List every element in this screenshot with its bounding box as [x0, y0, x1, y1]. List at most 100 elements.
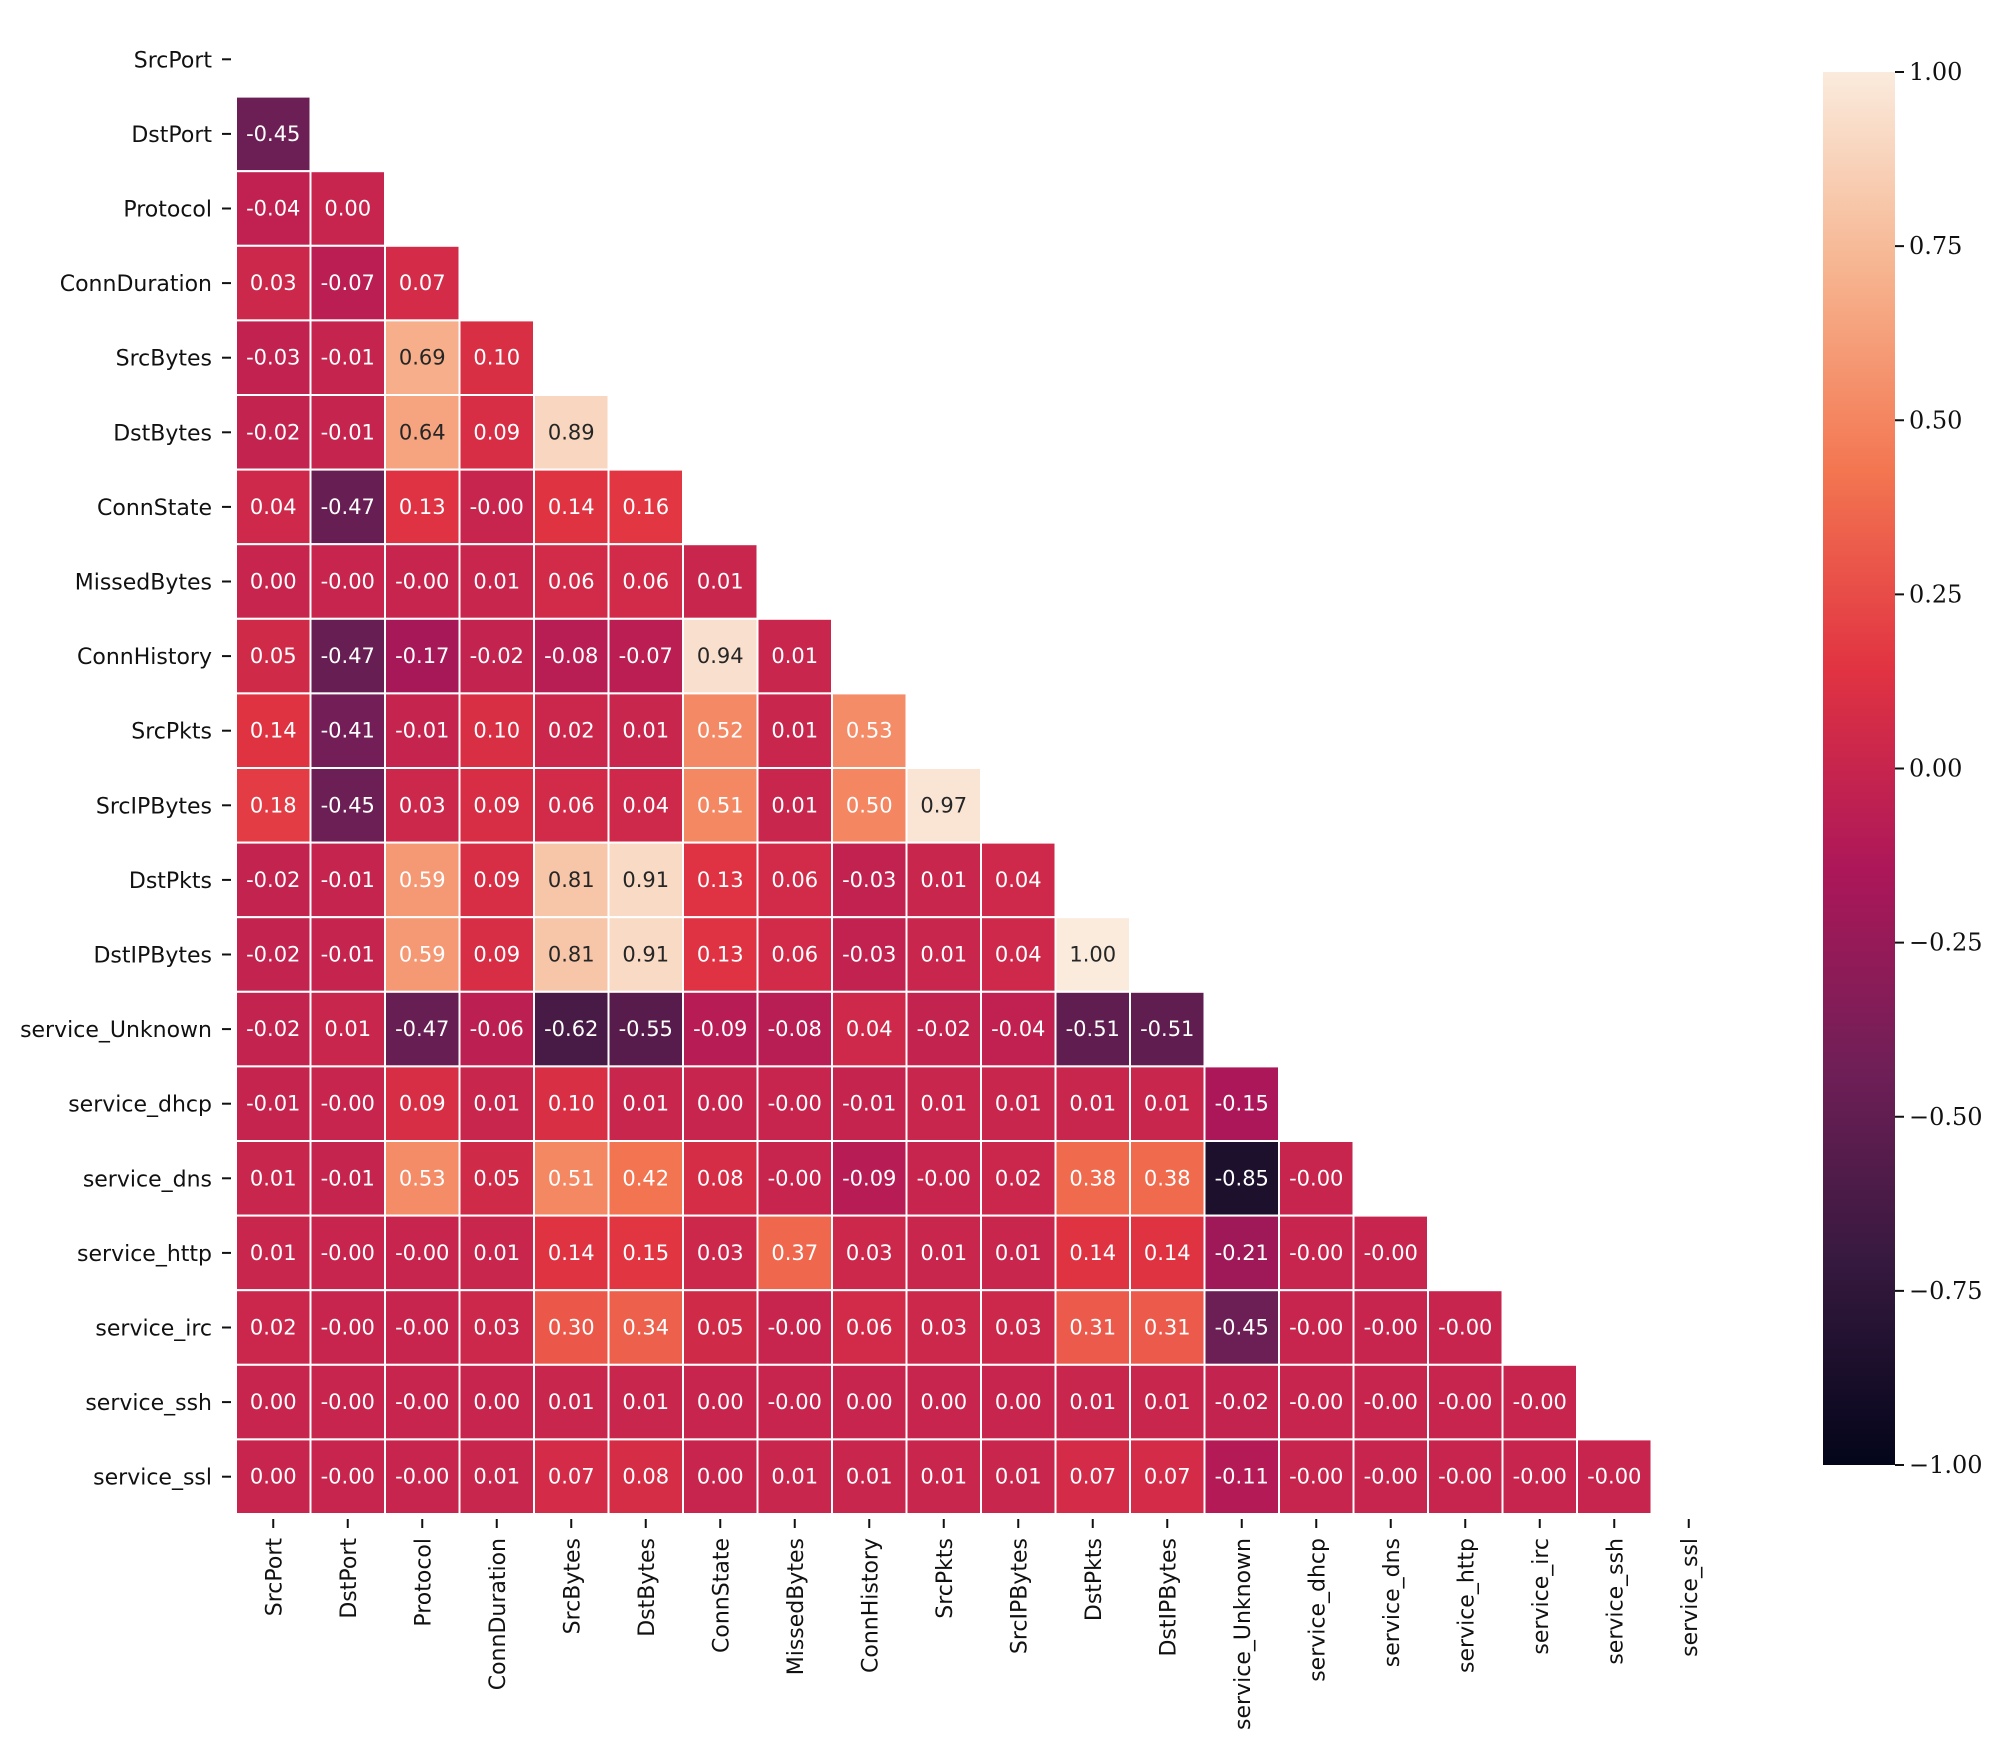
heatmap-cell: [831, 1363, 908, 1441]
cell-value-label: 0.01: [324, 1017, 371, 1041]
heatmap-cell: [235, 692, 312, 770]
heatmap-cell: [309, 394, 386, 471]
cell-value-label: 0.01: [995, 1092, 1042, 1116]
cell-value-label: -0.00: [1289, 1390, 1343, 1414]
heatmap-cell: [1352, 1214, 1429, 1292]
column-tick-label: SrcPkts: [933, 1538, 958, 1619]
heatmap-cell: [682, 1289, 759, 1366]
row-tick-label: SrcPort: [134, 48, 213, 73]
cell-value-label: 0.03: [697, 1241, 744, 1265]
cell-value-label: -0.02: [246, 420, 300, 444]
heatmap-cell: [980, 916, 1057, 993]
row-tick-label: service_ssh: [85, 1391, 212, 1416]
heatmap-cell: [905, 1140, 982, 1217]
row-tick-label: DstPkts: [129, 869, 212, 894]
cell-value-label: -0.08: [544, 644, 598, 668]
cell-value-label: -0.01: [321, 943, 375, 967]
column-tick-label: DstPkts: [1082, 1538, 1107, 1621]
cell-value-label: 0.01: [1144, 1092, 1191, 1116]
cell-value-label: -0.21: [1215, 1241, 1269, 1265]
cell-value-label: 0.04: [250, 495, 297, 519]
heatmap-cell: [980, 1214, 1057, 1292]
cell-value-label: -0.04: [246, 197, 300, 221]
cell-value-label: -0.00: [1438, 1316, 1492, 1340]
cell-value-label: -0.00: [395, 1465, 449, 1489]
heatmap-cell: [980, 990, 1057, 1068]
cell-value-label: 0.14: [250, 719, 297, 743]
column-tick-label: Protocol: [411, 1538, 436, 1627]
cell-value-label: 0.01: [771, 644, 818, 668]
cell-value-label: 0.15: [622, 1241, 669, 1265]
cell-value-label: 0.01: [771, 793, 818, 817]
cell-value-label: 0.07: [1144, 1465, 1191, 1489]
cell-value-label: 0.91: [622, 943, 669, 967]
heatmap-cell: [607, 841, 684, 919]
column-tick-label: DstBytes: [635, 1538, 660, 1637]
heatmap-cell: [607, 692, 684, 770]
cell-value-label: 0.00: [697, 1092, 744, 1116]
cell-value-label: -0.00: [768, 1390, 822, 1414]
cell-value-label: -0.07: [619, 644, 673, 668]
cell-value-label: -0.06: [470, 1017, 524, 1041]
heatmap-cell: [235, 95, 312, 173]
row-tick-label: service_http: [77, 1242, 212, 1267]
cell-value-label: -0.11: [1215, 1465, 1269, 1489]
row-tick-label: ConnHistory: [77, 645, 212, 670]
cell-value-label: 0.18: [250, 793, 297, 817]
cell-value-label: 0.00: [250, 1465, 297, 1489]
cell-value-label: -0.00: [395, 570, 449, 594]
cell-value-label: 0.94: [697, 644, 744, 668]
cell-value-label: -0.00: [768, 1092, 822, 1116]
cell-value-label: -0.03: [842, 868, 896, 892]
cell-value-label: 0.31: [1069, 1316, 1116, 1340]
heatmap-cell: [384, 990, 461, 1068]
cell-value-label: 0.03: [846, 1241, 893, 1265]
cell-value-label: -0.02: [246, 1017, 300, 1041]
cell-value-label: -0.02: [1215, 1390, 1269, 1414]
colorbar-tick-label: 0.00: [1909, 755, 1962, 783]
heatmap-cell: [607, 990, 684, 1068]
heatmap-cell: [682, 1214, 759, 1292]
cell-value-label: 0.38: [1144, 1166, 1191, 1190]
cell-value-label: 0.01: [995, 1241, 1042, 1265]
cell-value-label: 0.13: [399, 495, 446, 519]
cell-value-label: -0.55: [619, 1017, 673, 1041]
cell-value-label: -0.01: [321, 420, 375, 444]
heatmap-cell: [1501, 1438, 1578, 1516]
column-tick-label: service_dns: [1380, 1538, 1405, 1667]
column-tick-label: ConnState: [709, 1538, 734, 1653]
cell-value-label: -0.00: [917, 1166, 971, 1190]
row-tick-label: service_Unknown: [20, 1018, 212, 1043]
cell-value-label: 0.06: [548, 570, 595, 594]
cell-value-label: 0.97: [920, 793, 967, 817]
cell-value-label: -0.04: [991, 1017, 1045, 1041]
cell-value-label: -0.47: [395, 1017, 449, 1041]
cell-value-label: 0.01: [622, 719, 669, 743]
heatmap-cell: [905, 1438, 982, 1516]
heatmap-cell: [309, 767, 386, 844]
cell-value-label: 0.38: [1069, 1166, 1116, 1190]
row-tick-label: SrcPkts: [131, 720, 212, 745]
heatmap-cell: [1278, 1363, 1355, 1441]
heatmap-cell: [384, 244, 461, 322]
heatmap-cell: [309, 468, 386, 546]
cell-value-label: 0.14: [1144, 1241, 1191, 1265]
cell-value-label: 0.42: [622, 1166, 669, 1190]
row-tick-label: SrcIPBytes: [96, 794, 212, 819]
row-labels: SrcPort DstPort Protocol ConnDuration SrcByt…: [20, 48, 231, 1491]
cell-value-label: 0.09: [473, 420, 520, 444]
colorbar-ticks: −1.00 −0.75 −0.50 −0.25 0.00 0.25 0.50 0.75 1.00: [1895, 58, 1983, 1479]
heatmap-cell: [831, 990, 908, 1068]
cell-value-label: -0.00: [321, 1316, 375, 1340]
cell-value-label: -0.00: [1289, 1166, 1343, 1190]
heatmap-cell: [458, 1214, 535, 1292]
heatmap-cell: [607, 1065, 684, 1143]
cell-value-label: 0.07: [548, 1465, 595, 1489]
cell-value-label: 0.14: [548, 495, 595, 519]
cell-value-label: 0.10: [473, 719, 520, 743]
colorbar-tick-label: −0.50: [1909, 1103, 1983, 1131]
heatmap-cell: [831, 1214, 908, 1292]
cell-value-label: 0.01: [697, 570, 744, 594]
cell-value-label: -0.00: [395, 1390, 449, 1414]
cell-value-label: -0.09: [842, 1166, 896, 1190]
